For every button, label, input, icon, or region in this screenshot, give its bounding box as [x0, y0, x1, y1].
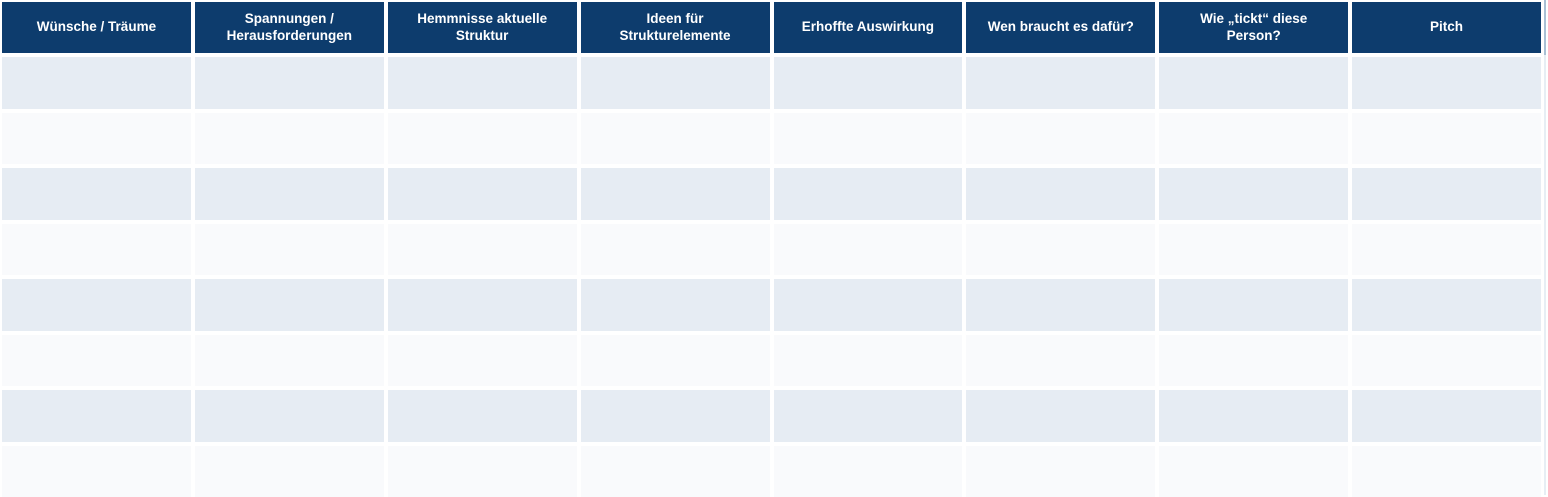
column-header-label: Wen braucht es dafür?: [988, 19, 1134, 35]
table-cell: [2, 446, 191, 497]
table-cell: [388, 390, 577, 442]
table-cell: [388, 446, 577, 497]
table-cell: [581, 279, 770, 331]
table-cell: [388, 224, 577, 276]
table-cell: [388, 335, 577, 387]
table-cell: [1159, 390, 1348, 442]
table-cell: [966, 57, 1155, 109]
column-header-label: Ideen für Strukturelemente: [593, 11, 758, 44]
table-cell: [1159, 335, 1348, 387]
table-cell: [581, 390, 770, 442]
table-cell: [581, 335, 770, 387]
table-cell: [195, 279, 384, 331]
table-cell: [966, 446, 1155, 497]
table-cell: [581, 113, 770, 165]
table-cell: [581, 57, 770, 109]
table-cell: [195, 390, 384, 442]
table-cell: [774, 224, 963, 276]
table-cell: [1352, 446, 1541, 497]
table-cell: [195, 224, 384, 276]
table-cell: [774, 113, 963, 165]
table-cell: [388, 168, 577, 220]
table-cell: [2, 335, 191, 387]
column-header-label: Pitch: [1430, 19, 1463, 35]
table-cell: [195, 168, 384, 220]
table-cell: [966, 390, 1155, 442]
column-header: Ideen für Strukturelemente: [581, 2, 770, 53]
table-cell: [1352, 390, 1541, 442]
column-header-label: Spannungen / Herausforderungen: [207, 11, 372, 44]
table-cell: [774, 446, 963, 497]
table-cell: [581, 224, 770, 276]
table-cell: [581, 168, 770, 220]
table-cell: [1352, 113, 1541, 165]
table-cell: [388, 113, 577, 165]
table-cell: [966, 279, 1155, 331]
table-cell: [2, 279, 191, 331]
column-header: Erhoffte Auswirkung: [774, 2, 963, 53]
table-cell: [195, 57, 384, 109]
table-cell: [2, 168, 191, 220]
table-cell: [388, 279, 577, 331]
table-cell: [774, 390, 963, 442]
table-cell: [774, 57, 963, 109]
column-header-label: Wie „tickt“ diese Person?: [1171, 11, 1336, 44]
table-cell: [966, 335, 1155, 387]
column-header: Wie „tickt“ diese Person?: [1159, 2, 1348, 53]
table-cell: [966, 224, 1155, 276]
table-cell: [1352, 168, 1541, 220]
table-cell: [195, 113, 384, 165]
table-cell: [2, 113, 191, 165]
table-cell: [1352, 279, 1541, 331]
column-header: Wünsche / Träume: [2, 2, 191, 53]
table-cell: [1352, 335, 1541, 387]
table-cell: [1352, 57, 1541, 109]
column-header: Wen braucht es dafür?: [966, 2, 1155, 53]
column-header-label: Wünsche / Träume: [37, 19, 156, 35]
table-cell: [1352, 224, 1541, 276]
table-cell: [581, 446, 770, 497]
table-cell: [1159, 224, 1348, 276]
table-cell: [1159, 446, 1348, 497]
table-cell: [774, 168, 963, 220]
table-cell: [2, 57, 191, 109]
table-cell: [1159, 57, 1348, 109]
table-cell: [1159, 113, 1348, 165]
table-cell: [2, 224, 191, 276]
column-header-label: Erhoffte Auswirkung: [802, 19, 934, 35]
table-cell: [966, 113, 1155, 165]
column-header: Pitch: [1352, 2, 1541, 53]
page-edge-line: [1544, 0, 1546, 495]
table-cell: [1159, 279, 1348, 331]
table-cell: [2, 390, 191, 442]
table-cell: [1159, 168, 1348, 220]
table-cell: [774, 279, 963, 331]
table-cell: [388, 57, 577, 109]
table-cell: [195, 446, 384, 497]
column-header: Hemmnisse aktuelle Struktur: [388, 2, 577, 53]
column-header: Spannungen / Herausforderungen: [195, 2, 384, 53]
column-header-label: Hemmnisse aktuelle Struktur: [400, 11, 565, 44]
table-cell: [195, 335, 384, 387]
table-cell: [774, 335, 963, 387]
table-cell: [966, 168, 1155, 220]
